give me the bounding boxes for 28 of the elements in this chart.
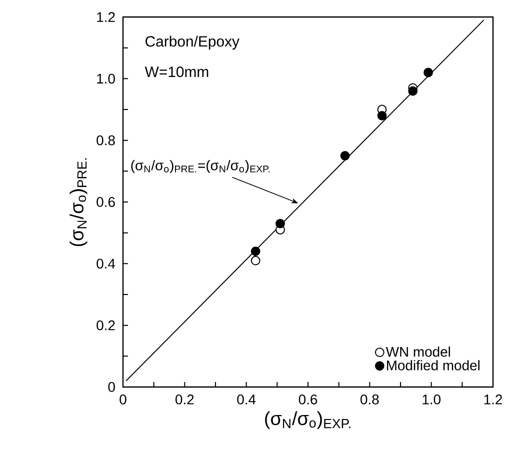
y-tick-label: 0.8 — [96, 135, 115, 146]
legend-label: WN model — [386, 346, 450, 357]
x-tick-label: 1.0 — [422, 394, 440, 404]
x-tick-label: 0.2 — [176, 394, 194, 404]
x-tick-label: 0.4 — [237, 394, 256, 404]
point — [250, 256, 260, 266]
x-tick-label: 1.2 — [484, 394, 502, 404]
y-tick-label: 0.6 — [96, 197, 115, 207]
x-tick-label: 0 — [120, 394, 126, 404]
x-axis-title: (σ$_{N}$/σ$_{o}$)$_{EXP.}$ — [265, 411, 350, 429]
text: (σ$_{N}$/σ$_{o}$)$_{PRE.}$=(σ$_{N}$/σ$_{o}$)$_{EXP.}$ — [131, 160, 270, 174]
point — [424, 68, 433, 78]
legend-label: Modified model — [386, 360, 480, 370]
annotation: W=10mm — [144, 66, 208, 78]
annotation: Carbon/Epoxy — [146, 36, 240, 50]
y-tick-label: 1.0 — [97, 74, 115, 84]
point — [250, 246, 260, 256]
y-tick-label: 0.2 — [96, 320, 115, 330]
y-tick-label: 1.2 — [97, 12, 115, 22]
x-tick-label: 0.8 — [360, 394, 379, 404]
y-tick-label: 0 — [108, 382, 115, 392]
point — [408, 86, 418, 96]
y-axis-title: (σ$_{N}$/σ$_{o}$)$_{PRE.}$ — [70, 158, 88, 246]
point — [377, 110, 387, 120]
x-tick-label: 0.6 — [298, 394, 318, 404]
point — [276, 218, 285, 228]
point — [340, 151, 350, 160]
y-tick-label: 0.4 — [96, 258, 116, 269]
